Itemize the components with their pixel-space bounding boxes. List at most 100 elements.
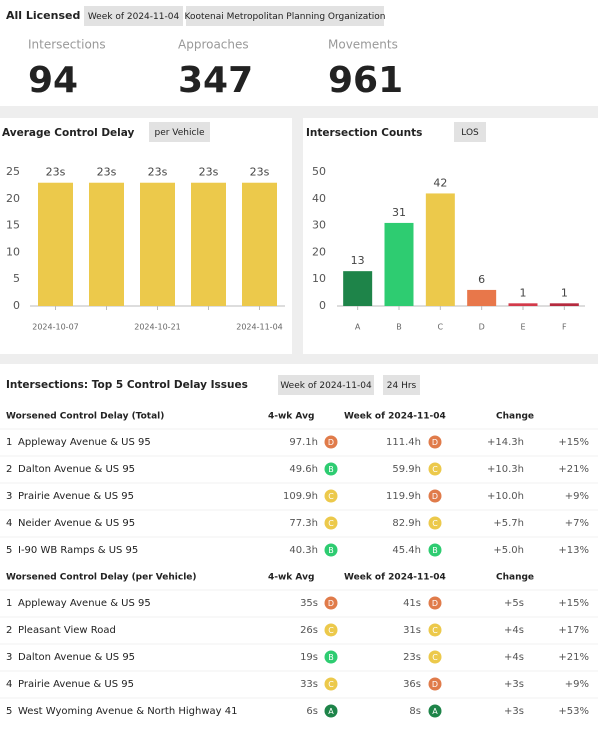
value-label: 23s	[46, 166, 66, 179]
week-value: 23s	[403, 652, 421, 663]
grade-badge	[324, 677, 338, 691]
y-tick-label: 50	[312, 165, 326, 178]
grade-badge	[428, 489, 442, 503]
grade-letter: D	[432, 438, 438, 447]
kpi-value: 961	[328, 60, 403, 101]
rank: 3	[6, 491, 12, 502]
bar	[343, 271, 373, 306]
change-percent: +21%	[558, 652, 589, 663]
grade-badge	[324, 543, 338, 557]
grade-letter: B	[328, 546, 334, 555]
grade-badge	[428, 516, 442, 530]
x-tick-label: D	[479, 323, 485, 332]
tag-label[interactable]: Week of 2024-11-04	[280, 381, 372, 391]
value-label: 23s	[148, 166, 168, 179]
grade-badge	[324, 435, 338, 449]
tag-label[interactable]: per Vehicle	[155, 128, 205, 138]
grade-badge	[428, 650, 442, 664]
rank: 2	[6, 625, 12, 636]
tag[interactable]	[186, 6, 384, 26]
grade-letter: A	[328, 707, 334, 716]
tag-label[interactable]: Week of 2024-11-04	[88, 12, 180, 22]
y-tick-label: 20	[312, 245, 326, 258]
tag-label[interactable]: LOS	[461, 128, 479, 138]
avg-value: 97.1h	[289, 437, 318, 448]
intersection-name[interactable]: Appleway Avenue & US 95	[18, 437, 151, 448]
intersection-name[interactable]: I-90 WB Ramps & US 95	[18, 545, 138, 556]
grade-letter: B	[432, 546, 438, 555]
y-tick-label: 5	[13, 272, 20, 285]
week-value: 82.9h	[392, 518, 421, 529]
bar	[242, 182, 277, 306]
grade-letter: D	[328, 599, 334, 608]
intersection-name[interactable]: Prairie Avenue & US 95	[18, 679, 134, 690]
grade-badge	[324, 704, 338, 718]
chart-title: Average Control Delay	[2, 127, 135, 139]
grade-badge	[428, 543, 442, 557]
rank: 2	[6, 464, 12, 475]
intersection-name[interactable]: Appleway Avenue & US 95	[18, 598, 151, 609]
bar	[89, 182, 124, 306]
section-title: Intersections: Top 5 Control Delay Issue…	[6, 379, 248, 391]
tag[interactable]	[454, 122, 486, 142]
intersection-name[interactable]: Neider Avenue & US 95	[18, 518, 135, 529]
week-value: 36s	[403, 679, 421, 690]
column-header: Change	[496, 573, 534, 583]
bar	[467, 289, 497, 306]
intersection-name[interactable]: West Wyoming Avenue & North Highway 41	[18, 706, 237, 717]
tag[interactable]	[278, 375, 374, 395]
x-tick-label: E	[520, 323, 525, 332]
change-value: +5.7h	[493, 518, 524, 529]
grade-badge	[428, 623, 442, 637]
intersection-name[interactable]: Pleasant View Road	[18, 625, 116, 636]
tag[interactable]	[149, 122, 210, 142]
x-tick-label: A	[355, 323, 361, 332]
kpi-value: 347	[178, 60, 253, 101]
tag-label[interactable]: 24 Hrs	[387, 381, 417, 391]
tag[interactable]	[383, 375, 420, 395]
avg-value: 49.6h	[289, 464, 318, 475]
grade-letter: C	[432, 519, 438, 528]
change-value: +5.0h	[493, 545, 524, 556]
column-header: Week of 2024-11-04	[344, 573, 446, 583]
value-label: 23s	[97, 166, 117, 179]
kpi-label: Approaches	[178, 38, 249, 52]
change-value: +10.0h	[487, 491, 524, 502]
intersection-name[interactable]: Prairie Avenue & US 95	[18, 491, 134, 502]
bar	[508, 303, 538, 306]
change-percent: +17%	[558, 625, 589, 636]
intersection-name[interactable]: Dalton Avenue & US 95	[18, 464, 135, 475]
y-tick-label: 15	[6, 219, 20, 232]
bar	[549, 303, 579, 306]
avg-value: 109.9h	[283, 491, 318, 502]
change-value: +10.3h	[487, 464, 524, 475]
avg-value: 40.3h	[289, 545, 318, 556]
value-label: 1	[561, 286, 568, 299]
change-percent: +9%	[565, 679, 589, 690]
y-tick-label: 40	[312, 192, 326, 205]
kpi-label: Movements	[328, 38, 398, 52]
avg-value: 33s	[300, 679, 318, 690]
avg-value: 77.3h	[289, 518, 318, 529]
week-value: 59.9h	[392, 464, 421, 475]
column-header: 4-wk Avg	[268, 573, 314, 583]
y-tick-label: 10	[312, 272, 326, 285]
rank: 1	[6, 437, 12, 448]
intersection-name[interactable]: Dalton Avenue & US 95	[18, 652, 135, 663]
header-title: All Licensed	[6, 9, 80, 22]
avg-value: 19s	[300, 652, 318, 663]
value-label: 23s	[250, 166, 270, 179]
y-tick-label: 0	[13, 299, 20, 312]
bar	[425, 193, 455, 306]
tag-label[interactable]: Kootenai Metropolitan Planning Organizat…	[185, 12, 386, 22]
column-header: Worsened Control Delay (per Vehicle)	[6, 573, 197, 583]
y-tick-label: 10	[6, 245, 20, 258]
column-header: Week of 2024-11-04	[344, 412, 446, 422]
tag[interactable]	[84, 6, 183, 26]
change-percent: +7%	[565, 518, 589, 529]
kpi-value: 94	[28, 60, 78, 101]
rank: 5	[6, 706, 12, 717]
grade-letter: B	[328, 465, 334, 474]
change-percent: +9%	[565, 491, 589, 502]
